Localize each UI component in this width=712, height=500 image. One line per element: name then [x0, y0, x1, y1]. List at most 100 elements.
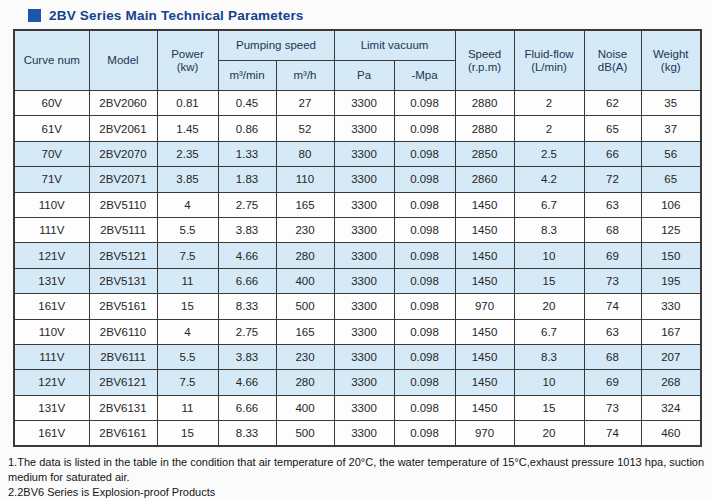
col-header-power-line1: Power [171, 48, 204, 60]
cell-model: 2BV6121 [89, 370, 157, 395]
col-header-mpa: -Mpa [394, 61, 455, 91]
col-header-noise: Noise dB(A) [584, 30, 641, 91]
cell-pa: 3300 [334, 91, 394, 116]
cell-weight: 35 [641, 91, 701, 116]
section-header: 2BV Series Main Technical Parameters [28, 7, 712, 23]
cell-model: 2BV6161 [89, 421, 157, 447]
cell-mpa: 0.098 [394, 319, 455, 344]
cell-m3h: 165 [276, 319, 334, 344]
footnotes: 1.The data is listed in the table in the… [8, 455, 708, 500]
catalog-page: 2BV Series Main Technical Parameters Cur… [0, 0, 712, 500]
cell-mpa: 0.098 [394, 91, 455, 116]
cell-mpa: 0.098 [394, 243, 455, 268]
col-header-noise-line2: dB(A) [598, 61, 627, 73]
cell-model: 2BV6111 [89, 344, 157, 369]
header-row-top: Curve num Model Power (kw) Pumping speed… [14, 30, 701, 61]
cell-m3h: 80 [276, 141, 334, 166]
cell-curve: 60V [14, 91, 89, 116]
cell-mpa: 0.098 [394, 116, 455, 141]
cell-mpa: 0.098 [394, 344, 455, 369]
cell-speed: 1450 [455, 268, 514, 293]
table-row: 70V2BV20702.351.338033000.09828502.56656 [14, 141, 701, 166]
cell-m3h: 230 [276, 217, 334, 242]
cell-power: 2.35 [157, 141, 218, 166]
table-row: 110V2BV611042.7516533000.09814506.763167 [14, 319, 701, 344]
cell-model: 2BV6110 [89, 319, 157, 344]
cell-curve: 111V [14, 344, 89, 369]
cell-speed: 2850 [455, 141, 514, 166]
table-row: 111V2BV61115.53.8323033000.09814508.3682… [14, 344, 701, 369]
cell-noise: 73 [584, 395, 641, 420]
cell-power: 3.85 [157, 167, 218, 192]
cell-noise: 62 [584, 91, 641, 116]
cell-noise: 69 [584, 243, 641, 268]
cell-m3h: 230 [276, 344, 334, 369]
cell-power: 0.81 [157, 91, 218, 116]
cell-noise: 74 [584, 294, 641, 319]
cell-mpa: 0.098 [394, 268, 455, 293]
col-header-fluid-flow: Fluid-flow (L/min) [514, 30, 584, 91]
cell-weight: 324 [641, 395, 701, 420]
title-bullet-square-icon [28, 9, 41, 22]
cell-power: 5.5 [157, 217, 218, 242]
cell-pa: 3300 [334, 268, 394, 293]
col-header-m3h: m³/h [276, 61, 334, 91]
cell-pa: 3300 [334, 167, 394, 192]
cell-curve: 111V [14, 217, 89, 242]
cell-m3h: 52 [276, 116, 334, 141]
cell-pa: 3300 [334, 192, 394, 217]
cell-curve: 71V [14, 167, 89, 192]
cell-fluid: 20 [514, 421, 584, 447]
cell-m3min: 3.83 [218, 217, 276, 242]
cell-noise: 74 [584, 421, 641, 447]
table-row: 161V2BV6161158.3350033000.0989702074460 [14, 421, 701, 447]
cell-m3min: 6.66 [218, 268, 276, 293]
cell-model: 2BV2071 [89, 167, 157, 192]
cell-weight: 125 [641, 217, 701, 242]
cell-m3min: 8.33 [218, 294, 276, 319]
cell-m3h: 400 [276, 268, 334, 293]
cell-pa: 3300 [334, 344, 394, 369]
cell-weight: 207 [641, 344, 701, 369]
col-header-pa: Pa [334, 61, 394, 91]
cell-m3min: 3.83 [218, 344, 276, 369]
cell-noise: 73 [584, 268, 641, 293]
cell-noise: 65 [584, 116, 641, 141]
cell-weight: 167 [641, 319, 701, 344]
cell-weight: 56 [641, 141, 701, 166]
table-header: Curve num Model Power (kw) Pumping speed… [14, 30, 701, 91]
table-body: 60V2BV20600.810.452733000.09828802623561… [14, 91, 701, 447]
cell-mpa: 0.098 [394, 395, 455, 420]
footnote-2: 2.2BV6 Series is Explosion-proof Product… [8, 485, 708, 500]
cell-weight: 195 [641, 268, 701, 293]
cell-noise: 63 [584, 319, 641, 344]
cell-pa: 3300 [334, 319, 394, 344]
cell-curve: 61V [14, 116, 89, 141]
cell-m3min: 1.83 [218, 167, 276, 192]
cell-power: 11 [157, 395, 218, 420]
cell-fluid: 15 [514, 395, 584, 420]
cell-curve: 121V [14, 243, 89, 268]
cell-pa: 3300 [334, 370, 394, 395]
cell-speed: 2880 [455, 116, 514, 141]
col-header-noise-line1: Noise [598, 48, 627, 60]
cell-pa: 3300 [334, 243, 394, 268]
cell-m3min: 0.86 [218, 116, 276, 141]
cell-noise: 68 [584, 344, 641, 369]
table-row: 60V2BV20600.810.452733000.098288026235 [14, 91, 701, 116]
cell-m3min: 8.33 [218, 421, 276, 447]
cell-m3h: 165 [276, 192, 334, 217]
cell-model: 2BV5131 [89, 268, 157, 293]
cell-m3h: 27 [276, 91, 334, 116]
col-header-m3min: m³/min [218, 61, 276, 91]
cell-curve: 70V [14, 141, 89, 166]
col-header-power-line2: (kw) [177, 61, 199, 73]
cell-power: 7.5 [157, 243, 218, 268]
cell-fluid: 2 [514, 116, 584, 141]
cell-m3h: 500 [276, 294, 334, 319]
cell-m3min: 1.33 [218, 141, 276, 166]
cell-model: 2BV5121 [89, 243, 157, 268]
cell-fluid: 2 [514, 91, 584, 116]
cell-speed: 2880 [455, 91, 514, 116]
col-header-speed: Speed (r.p.m) [455, 30, 514, 91]
